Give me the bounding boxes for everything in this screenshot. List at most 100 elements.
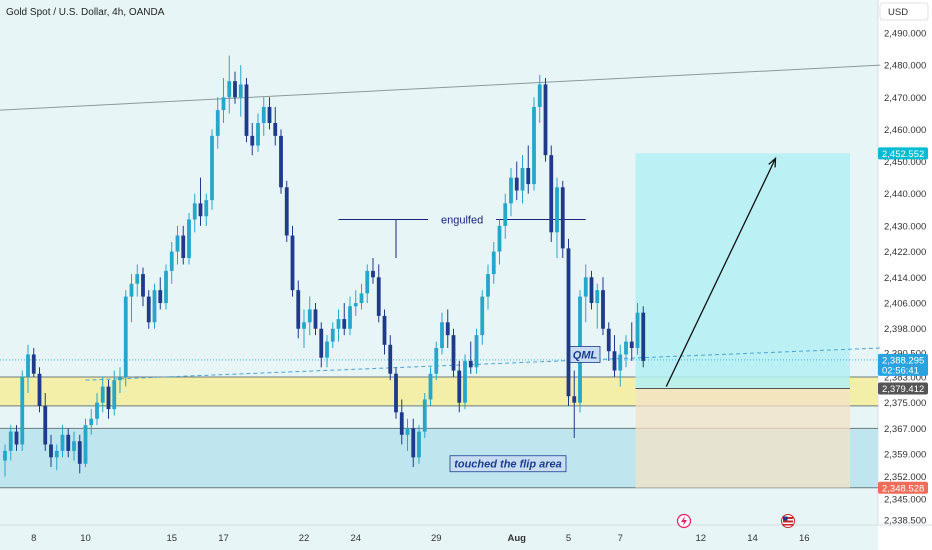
candle-body — [273, 123, 278, 136]
candle-body — [399, 412, 404, 435]
price-tag-label: 2,379.412 — [882, 384, 924, 395]
candle — [353, 290, 358, 316]
candle — [434, 341, 439, 381]
x-tick-label: 29 — [431, 533, 442, 544]
y-tick-label: 2,338.500 — [884, 516, 926, 527]
candle-body — [204, 200, 209, 217]
candle — [491, 241, 496, 284]
candle-body — [319, 328, 324, 358]
chart-title: Gold Spot / U.S. Dollar, 4h, OANDA — [6, 7, 165, 18]
y-tick-label: 2,430.000 — [884, 221, 926, 232]
candle-body — [618, 354, 623, 371]
candle — [129, 274, 134, 323]
candle-body — [486, 274, 490, 297]
candle — [342, 303, 347, 336]
candle — [445, 309, 450, 349]
candle — [405, 418, 410, 451]
y-tick-label: 2,470.000 — [884, 93, 926, 104]
candle — [123, 290, 128, 387]
candle — [382, 309, 387, 355]
candle — [336, 309, 341, 342]
candle-body — [405, 428, 410, 435]
y-tick-label: 2,390.500 — [884, 348, 926, 359]
candle — [284, 180, 289, 242]
candle-body — [89, 418, 94, 426]
candle — [49, 434, 53, 467]
x-tick-label: 24 — [350, 533, 361, 544]
candle — [417, 425, 421, 464]
candle-body — [560, 187, 565, 249]
candle — [83, 418, 88, 467]
lightning-icon[interactable] — [676, 513, 692, 529]
candle — [296, 280, 301, 339]
long-position[interactable] — [635, 153, 851, 488]
price-tag-label: 2,388.295 — [882, 355, 924, 366]
candle-body — [428, 373, 433, 400]
candle-body — [537, 84, 542, 107]
candle-body — [641, 312, 646, 361]
stop-zone — [635, 388, 850, 488]
candle-body — [146, 296, 151, 323]
candle-body — [606, 328, 611, 352]
us-flag-icon[interactable] — [781, 514, 795, 528]
candle-body — [417, 431, 421, 458]
candle — [313, 303, 318, 336]
candle — [520, 155, 525, 204]
candle — [66, 428, 71, 458]
candle-body — [72, 441, 76, 451]
candle — [543, 78, 548, 162]
candle-body — [210, 135, 214, 201]
candle — [273, 106, 278, 146]
candle-body — [526, 168, 531, 185]
candle — [549, 145, 554, 242]
candle-body — [290, 235, 295, 291]
currency-label: USD — [888, 7, 908, 18]
candle — [428, 367, 433, 406]
price-axis-background — [878, 0, 932, 550]
qml-label-box — [569, 346, 601, 363]
qml-label: QML — [573, 349, 598, 361]
candle — [43, 393, 48, 451]
y-tick-label: 2,414.000 — [884, 273, 926, 284]
x-tick-label: 22 — [299, 533, 310, 544]
candle — [118, 367, 122, 394]
candle — [468, 341, 473, 374]
candle — [612, 335, 617, 377]
engulfed-label: engulfed — [441, 214, 483, 226]
candle-body — [451, 335, 456, 371]
y-tick-label: 2,490.000 — [884, 29, 926, 40]
candle — [141, 267, 145, 307]
candle — [376, 264, 381, 323]
candle-body — [141, 274, 145, 297]
currency-button[interactable] — [879, 2, 929, 21]
candle-body — [54, 450, 59, 458]
candle — [537, 74, 542, 124]
candle — [394, 367, 398, 419]
candle-body — [60, 434, 65, 451]
candle — [181, 225, 186, 265]
candle — [514, 161, 519, 201]
candle — [399, 399, 404, 445]
candle-body — [83, 425, 88, 464]
annotations[interactable]: engulfed QML touched the flip area — [428, 211, 601, 473]
candle-body — [20, 376, 25, 445]
arrow-head — [768, 156, 777, 168]
price-tag-box — [878, 382, 928, 395]
candle-body — [100, 386, 105, 403]
price-axis[interactable]: 2,338.500 2,345.000 2,352.000 2,359.000 2,36… — [884, 29, 926, 527]
candle-body — [474, 335, 479, 368]
y-tick-label: 2,440.000 — [884, 189, 926, 200]
candle-body — [353, 303, 358, 307]
candle-body — [359, 293, 364, 304]
candle — [618, 344, 623, 387]
time-axis[interactable]: 8 10 15 17 22 24 29 Aug 5 7 12 14 16 — [0, 524, 932, 544]
candle — [14, 425, 19, 451]
trend-lines[interactable] — [0, 64, 881, 387]
candle-body — [463, 360, 467, 403]
y-tick-label: 2,367.000 — [884, 424, 926, 435]
candle — [233, 71, 237, 104]
price-tag-box — [878, 353, 928, 376]
candle-body — [589, 277, 594, 304]
